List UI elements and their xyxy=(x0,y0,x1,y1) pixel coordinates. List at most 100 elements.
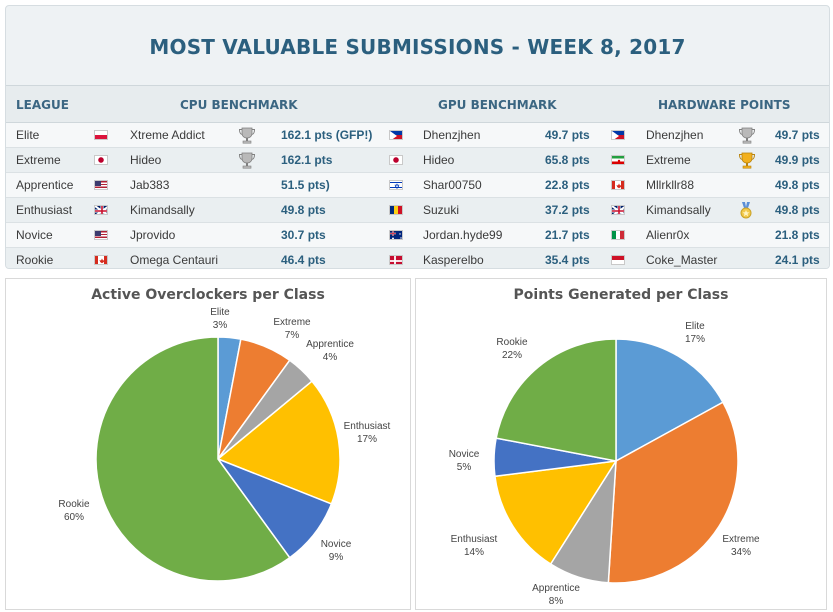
slice-percent-label: 3% xyxy=(213,320,228,331)
flag-gb-icon xyxy=(94,205,108,215)
hw-user-link[interactable]: Kimandsally xyxy=(646,203,711,217)
table-row: Apprentice Jab383 51.5 pts) Shar00750 22.8 p… xyxy=(6,173,829,198)
header-gpu: GPU BENCHMARK xyxy=(438,98,557,112)
cpu-points: 49.8 pts xyxy=(281,203,326,217)
header-league: LEAGUE xyxy=(16,98,69,112)
slice-category-label: Enthusiast xyxy=(451,534,498,545)
hw-user-link[interactable]: Coke_Master xyxy=(646,253,718,267)
hw-points: 49.8 pts xyxy=(775,203,820,217)
pie-slice-extreme xyxy=(607,401,739,584)
league-name: Novice xyxy=(16,228,53,242)
slice-category-label: Elite xyxy=(210,307,230,318)
gpu-user-link[interactable]: Shar00750 xyxy=(423,178,482,192)
hw-points: 49.9 pts xyxy=(775,153,820,167)
flag-ca-icon xyxy=(94,255,108,265)
flag-id-icon xyxy=(611,255,625,265)
cpu-user-link[interactable]: Omega Centauri xyxy=(130,253,219,267)
cpu-user-link[interactable]: Kimandsally xyxy=(130,203,195,217)
cpu-user-link[interactable]: Jab383 xyxy=(130,178,170,192)
hw-points: 49.8 pts xyxy=(775,178,820,192)
header-cpu: CPU BENCHMARK xyxy=(180,98,298,112)
flag-us-icon xyxy=(94,230,108,240)
cpu-user-link[interactable]: Jprovido xyxy=(130,228,176,242)
hw-points: 49.7 pts xyxy=(775,128,820,142)
table-row: Rookie Omega Centauri 46.4 pts Kasperelbo 35… xyxy=(6,248,829,268)
header-hardware: HARDWARE POINTS xyxy=(658,98,791,112)
flag-dk-icon xyxy=(389,255,403,265)
silver-trophy-icon xyxy=(238,152,256,174)
gpu-user-link[interactable]: Suzuki xyxy=(423,203,460,217)
gpu-points: 65.8 pts xyxy=(545,153,590,167)
flag-jp-icon xyxy=(389,155,403,165)
flag-gb-icon xyxy=(611,205,625,215)
slice-percent-label: 8% xyxy=(549,596,564,607)
pie-slice-rookie xyxy=(495,338,617,462)
flag-ro-icon xyxy=(389,205,403,215)
gpu-points: 37.2 pts xyxy=(545,203,590,217)
table-row: Elite Xtreme Addict 162.1 pts (GFP!) Dhenzj… xyxy=(6,123,829,148)
gpu-user-link[interactable]: Dhenzjhen xyxy=(423,128,481,142)
slice-category-label: Elite xyxy=(685,321,705,332)
chart-title: Points Generated per Class xyxy=(513,287,729,303)
gpu-user-link[interactable]: Hideo xyxy=(423,153,455,167)
table-row: Extreme Hideo 162.1 pts Hideo 65.8 pts Extrem… xyxy=(6,148,829,173)
hw-user-link[interactable]: Mllrkllr88 xyxy=(646,178,694,192)
slice-category-label: Apprentice xyxy=(532,583,580,594)
flag-au-icon xyxy=(389,230,403,240)
gpu-user-link[interactable]: Jordan.hyde99 xyxy=(423,228,503,242)
league-name: Extreme xyxy=(16,153,61,167)
slice-percent-label: 22% xyxy=(502,350,522,361)
flag-us-icon xyxy=(94,180,108,190)
pie-slice-elite xyxy=(615,338,724,463)
slice-category-label: Novice xyxy=(321,539,352,550)
hw-user-link[interactable]: Alienr0x xyxy=(646,228,690,242)
hw-user-link[interactable]: Extreme xyxy=(646,153,691,167)
slice-category-label: Extreme xyxy=(722,534,760,545)
slice-percent-label: 17% xyxy=(685,334,705,345)
pie-chart: Elite 3% Extreme 7% Apprentice 4% Enthusiast 17… xyxy=(58,307,391,582)
slice-category-label: Extreme xyxy=(273,317,311,328)
league-name: Apprentice xyxy=(16,178,74,192)
gpu-user-link[interactable]: Kasperelbo xyxy=(423,253,484,267)
flag-ph-icon xyxy=(611,130,625,140)
mvs-panel: MOST VALUABLE SUBMISSIONS - WEEK 8, 2017… xyxy=(5,5,830,269)
cpu-points: 51.5 pts) xyxy=(281,178,330,192)
slice-percent-label: 9% xyxy=(329,552,344,563)
chart-active-overclockers: Active Overclockers per Class Elite 3% Ext… xyxy=(5,278,411,610)
pie-slice-enthusiast xyxy=(494,460,618,566)
silver-trophy-icon xyxy=(738,127,756,149)
hw-user-link[interactable]: Dhenzjhen xyxy=(646,128,704,142)
flag-il-icon xyxy=(389,180,403,190)
slice-category-label: Rookie xyxy=(58,499,90,510)
gpu-points: 35.4 pts xyxy=(545,253,590,267)
league-name: Elite xyxy=(16,128,40,142)
league-name: Rookie xyxy=(16,253,54,267)
slice-percent-label: 4% xyxy=(323,352,338,363)
slice-percent-label: 60% xyxy=(64,512,84,523)
gpu-points: 21.7 pts xyxy=(545,228,590,242)
pie-slice-enthusiast xyxy=(216,380,341,505)
flag-ir-icon xyxy=(611,155,625,165)
flag-ph-icon xyxy=(389,130,403,140)
slice-category-label: Apprentice xyxy=(306,339,354,350)
cpu-points: 46.4 pts xyxy=(281,253,326,267)
flag-it-icon xyxy=(611,230,625,240)
cpu-user-link[interactable]: Xtreme Addict xyxy=(130,128,205,142)
cpu-points: 30.7 pts xyxy=(281,228,326,242)
slice-percent-label: 34% xyxy=(731,547,751,558)
cpu-user-link[interactable]: Hideo xyxy=(130,153,162,167)
pie-slice-rookie xyxy=(95,336,291,582)
silver-trophy-icon xyxy=(238,127,256,149)
medal-trophy-icon xyxy=(738,202,754,224)
slice-percent-label: 7% xyxy=(285,330,300,341)
slice-percent-label: 14% xyxy=(464,547,484,558)
gold-trophy-icon xyxy=(738,152,756,174)
pie-chart: Elite 17% Extreme 34% Apprentice 8% Enthusiast… xyxy=(449,321,760,607)
table-header: LEAGUE CPU BENCHMARK GPU BENCHMARK HARDW… xyxy=(6,85,829,123)
flag-jp-icon xyxy=(94,155,108,165)
gpu-points: 22.8 pts xyxy=(545,178,590,192)
cpu-points: 162.1 pts xyxy=(281,153,333,167)
flag-ca-icon xyxy=(611,180,625,190)
hw-points: 21.8 pts xyxy=(775,228,820,242)
hw-points: 24.1 pts xyxy=(775,253,820,267)
